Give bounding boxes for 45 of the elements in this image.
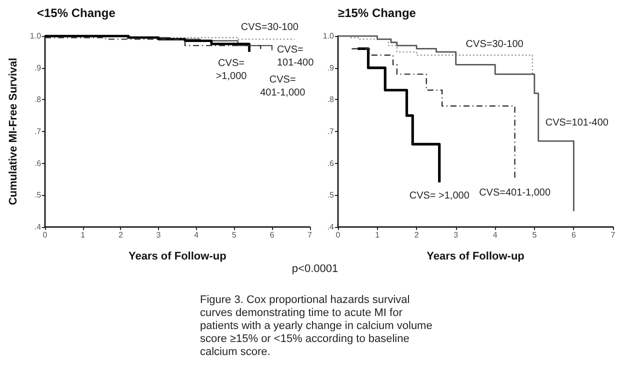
y-tick-label: .8 [327, 95, 335, 104]
series-label: CVS=30-100 [240, 22, 299, 34]
x-tick-label: 2 [414, 230, 420, 240]
y-tick-label: 1.0 [30, 32, 42, 40]
caption: Figure 3. Cox proportional hazards survival curves demonstrating time to acute MI for patients with a yearly change in calcium volume score ≥15% or <15% according to baseline calcium score. [200, 294, 434, 359]
series-label: CVS= >1,000 [216, 58, 248, 82]
series-label: CVS=401-1,000 [479, 187, 551, 198]
x-tick-label: 0 [42, 230, 48, 240]
y-tick-label: .4 [34, 222, 42, 232]
x-axis-title: Years of Follow-up [128, 250, 227, 262]
x-tick-label: 2 [118, 230, 124, 240]
x-tick-label: 7 [610, 230, 616, 240]
text: CVS= 401-1,000 [260, 74, 306, 98]
y-tick-label: .7 [327, 127, 335, 136]
x-tick-label: 4 [194, 230, 200, 240]
x-axis-title: Years of Follow-up [426, 250, 525, 262]
x-tick-label: 5 [532, 230, 538, 240]
x-tick-label: 3 [156, 230, 162, 240]
x-tick-label: 6 [270, 230, 275, 240]
series-label: CVS=101-400 [276, 44, 314, 68]
y-tick-label: .6 [34, 158, 42, 168]
y-tick-label: 1.0 [322, 32, 335, 40]
y-tick-label: .8 [34, 95, 42, 104]
x-tick-label: 0 [336, 230, 341, 240]
x-tick-label: 1 [375, 230, 380, 240]
y-tick-label: .9 [34, 63, 42, 72]
y-tick-label: .5 [34, 190, 42, 200]
x-tick-label: 5 [232, 230, 237, 240]
y-tick-label: .6 [327, 158, 335, 168]
x-tick-label: 1 [80, 230, 86, 240]
x-tick-label: 7 [308, 230, 313, 240]
y-tick-label: .9 [327, 63, 335, 72]
series-label: CVS= >1,000 [409, 190, 470, 202]
chart-title: ≥15% Change [338, 6, 416, 20]
text: p<0.0001 [290, 263, 340, 275]
x-tick-label: 6 [571, 230, 576, 240]
y-axis-title: Cumulative MI-Free Survival [8, 58, 20, 206]
y-tick-label: .7 [34, 127, 42, 136]
series-label: CVS=101-400 [545, 118, 609, 129]
chart-title: <15% Change [37, 6, 116, 20]
y-tick-label: .5 [327, 190, 335, 200]
x-tick-label: 4 [492, 230, 498, 240]
x-tick-label: 3 [454, 230, 459, 240]
y-tick-label: .4 [327, 222, 335, 232]
series-label: CVS=30-100 [466, 39, 524, 50]
